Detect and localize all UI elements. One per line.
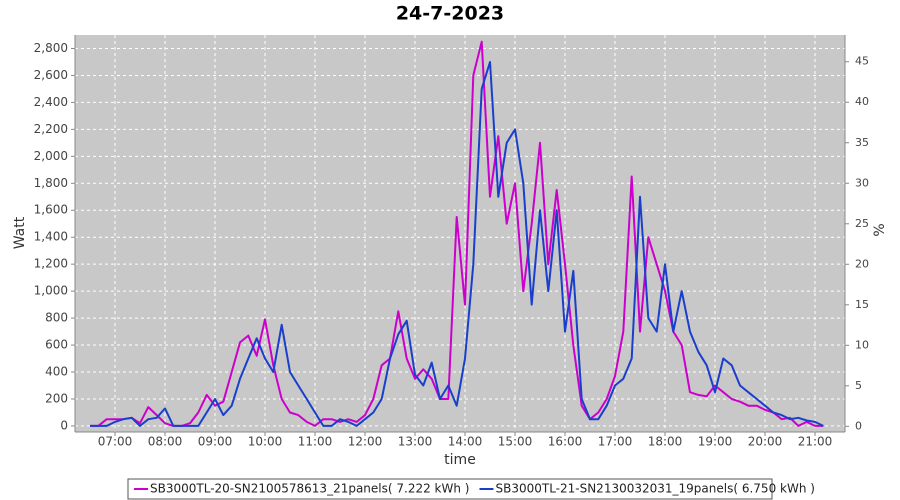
series-line [90, 61, 824, 427]
x-tick-label: 13:00 [398, 435, 433, 449]
y2-tick-label: 25 [855, 217, 869, 230]
y-tick-label: 2,200 [34, 122, 68, 136]
y-tick-label: 2,400 [34, 95, 68, 109]
x-tick-label: 17:00 [598, 435, 633, 449]
y-tick-label: 0 [60, 418, 68, 432]
y-tick-label: 1,400 [34, 230, 68, 244]
plot-area [75, 35, 845, 432]
y2-tick-label: 30 [855, 176, 869, 189]
x-tick-label: 21:00 [798, 435, 833, 449]
y-axis-title: Watt [12, 216, 28, 249]
x-tick-label: 15:00 [498, 435, 533, 449]
x-tick-label: 18:00 [648, 435, 683, 449]
y2-tick-label: 35 [855, 136, 869, 149]
legend-label: SB3000TL-20-SN2100578613_21panels( 7.222… [150, 482, 469, 496]
x-tick-label: 10:00 [248, 435, 283, 449]
y-tick-label: 1,800 [34, 176, 68, 190]
x-tick-label: 16:00 [548, 435, 583, 449]
y-tick-label: 200 [45, 391, 68, 405]
y-tick-label: 800 [45, 311, 68, 325]
x-tick-label: 19:00 [698, 435, 733, 449]
y2-tick-label: 15 [855, 298, 869, 311]
y2-tick-label: 45 [855, 55, 869, 68]
y2-tick-label: 5 [855, 379, 862, 392]
x-tick-label: 12:00 [348, 435, 383, 449]
legend-label: SB3000TL-21-SN2130032031_19panels( 6.750… [495, 482, 814, 496]
y-tick-label: 2,000 [34, 149, 68, 163]
x-axis-title: time [444, 452, 476, 468]
x-tick-label: 14:00 [448, 435, 483, 449]
y-tick-label: 1,600 [34, 203, 68, 217]
y-tick-label: 600 [45, 338, 68, 352]
x-tick-label: 08:00 [148, 435, 183, 449]
x-tick-label: 20:00 [748, 435, 783, 449]
x-tick-label: 09:00 [198, 435, 233, 449]
y2-tick-label: 0 [855, 419, 862, 432]
x-tick-label: 07:00 [98, 435, 133, 449]
y2-tick-label: 40 [855, 95, 869, 108]
y2-tick-label: 20 [855, 257, 869, 270]
y-tick-label: 1,000 [34, 284, 68, 298]
x-tick-label: 11:00 [298, 435, 333, 449]
y2-axis-title: % [872, 223, 888, 236]
y-tick-label: 2,800 [34, 41, 68, 55]
y2-tick-label: 10 [855, 338, 869, 351]
y-tick-label: 400 [45, 365, 68, 379]
chart-title: 24-7-2023 [396, 3, 504, 25]
legend [127, 478, 773, 500]
y-tick-label: 2,600 [34, 68, 68, 82]
y-tick-label: 1,200 [34, 257, 68, 271]
